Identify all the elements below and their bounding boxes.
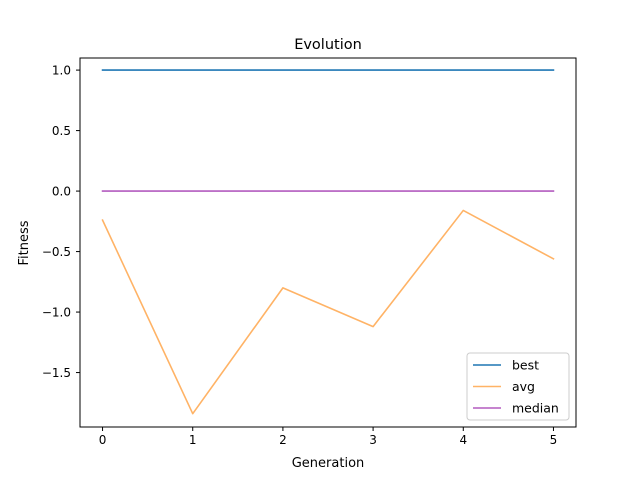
y-tick-label: −1.0 bbox=[42, 306, 71, 320]
legend-box bbox=[466, 352, 570, 421]
legend-label-median: median bbox=[512, 401, 559, 416]
x-tick-label: 0 bbox=[99, 433, 107, 447]
y-tick-label: 0.0 bbox=[52, 185, 71, 199]
x-tick-label: 1 bbox=[189, 433, 197, 447]
y-tick-label: 1.0 bbox=[52, 64, 71, 78]
y-tick-label: −1.5 bbox=[42, 366, 71, 380]
x-tick-label: 3 bbox=[369, 433, 377, 447]
x-tick-label: 5 bbox=[550, 433, 558, 447]
chart-title: Evolution bbox=[294, 37, 362, 53]
legend-label-avg: avg bbox=[512, 379, 535, 394]
plot-frame bbox=[79, 57, 577, 428]
y-axis-label: Fitness bbox=[17, 220, 32, 265]
x-axis-label: Generation bbox=[292, 456, 365, 471]
y-axis-ticks: 1.0 0.5 0.0 −0.5 −1.0 −1.5 bbox=[42, 64, 80, 380]
x-tick-label: 2 bbox=[279, 433, 287, 447]
plot-lines bbox=[101, 69, 555, 415]
x-tick-label: 4 bbox=[459, 433, 467, 447]
legend-label-best: best bbox=[512, 358, 539, 373]
y-tick-label: 0.5 bbox=[52, 124, 71, 138]
y-tick-label: −0.5 bbox=[42, 245, 71, 259]
x-axis-ticks: 0 1 2 3 4 5 bbox=[99, 427, 558, 447]
series-line-avg bbox=[101, 209, 555, 415]
legend: best avg median bbox=[466, 352, 570, 421]
